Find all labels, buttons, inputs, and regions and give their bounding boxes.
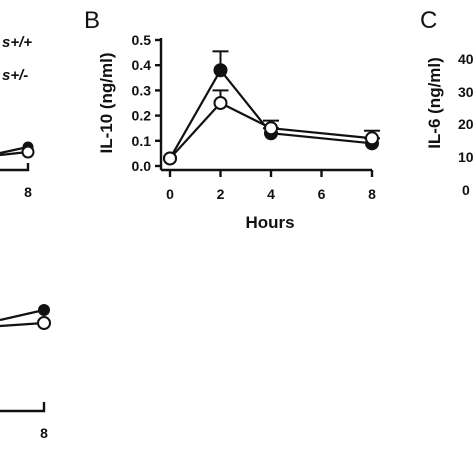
panel-b-y-axis-title: IL-10 (ng/ml)	[97, 52, 116, 153]
left-lower-open-marker	[37, 316, 51, 330]
panel-c-tick-label: 0	[462, 182, 470, 198]
x-tick-label: 8	[368, 186, 376, 202]
left-lower-x-axis	[0, 402, 46, 413]
panel-c-tick-label: 40	[458, 51, 474, 67]
y-tick-label: 0.2	[132, 108, 152, 124]
panel-c-tick-label: 30	[458, 84, 474, 100]
y-tick-label: 0.0	[132, 158, 152, 174]
legend-entry-heterozygous: s+/-	[2, 67, 28, 84]
x-tick-label: 4	[267, 186, 275, 202]
y-tick-label: 0.5	[132, 32, 152, 48]
series-open-circle	[163, 89, 380, 166]
x-tick-label: 2	[217, 186, 225, 202]
left-lower-filled-marker	[38, 304, 50, 316]
left-upper-tick-label: 8	[24, 184, 32, 200]
data-point-filled	[213, 63, 228, 78]
panel-c-y-axis-title: IL-6 (ng/ml)	[425, 57, 444, 149]
panel-c-tick-label: 10	[458, 149, 474, 165]
panel-c-letter: C	[420, 7, 437, 34]
series-line	[169, 68, 373, 159]
panel-b-chart: B IL-10 (ng/ml) Hours 0.0 0.1 0.2 0.3 0.4 0.5…	[84, 7, 380, 232]
x-tick-label: 6	[318, 186, 326, 202]
left-upper-open-marker	[21, 145, 35, 159]
y-tick-label: 0.3	[132, 82, 152, 98]
data-point-open	[264, 121, 278, 136]
panel-b-x-axis-title: Hours	[245, 213, 294, 232]
x-tick-label: 0	[166, 186, 174, 202]
panel-b-letter: B	[84, 7, 100, 34]
panel-c-fragment: C IL-6 (ng/ml) 40 30 20 10 0	[420, 7, 474, 198]
legend-entry-wildtype: s+/+	[2, 34, 32, 51]
left-lower-tick-label: 8	[40, 425, 48, 441]
left-lower-series-filled-line	[0, 308, 45, 322]
data-point-open	[365, 131, 379, 146]
y-tick-label: 0.1	[132, 133, 152, 149]
left-upper-x-axis	[0, 163, 30, 172]
data-point-open	[163, 151, 177, 166]
y-tick-label: 0.4	[132, 57, 152, 73]
data-point-open	[213, 96, 228, 110]
left-lower-series-open-line	[0, 321, 45, 328]
series-filled-circle	[163, 50, 380, 166]
panel-c-tick-label: 20	[458, 116, 474, 132]
left-panel-fragment: s+/+ s+/- 8 8	[0, 34, 51, 441]
series-line	[169, 101, 373, 160]
